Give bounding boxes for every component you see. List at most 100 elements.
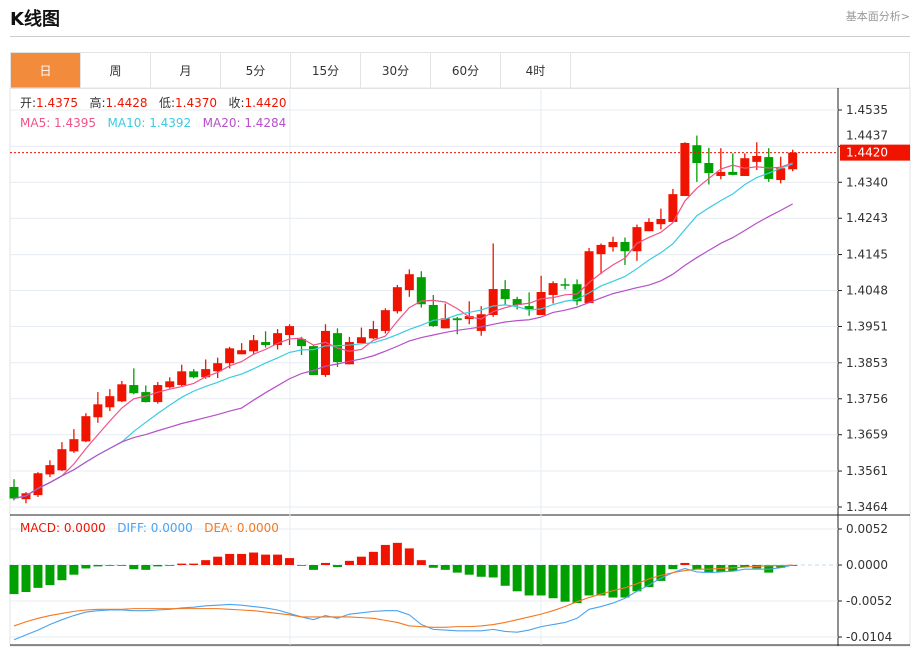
macd-bar <box>129 565 139 570</box>
candle-down <box>500 289 510 300</box>
chart-frame <box>9 87 911 647</box>
macd-bar <box>33 565 43 588</box>
ma20-line <box>13 203 793 500</box>
macd-bar <box>620 565 630 598</box>
macd-bar <box>668 565 678 570</box>
dea-line <box>13 564 793 628</box>
price-tick-label: 1.4243 <box>846 211 888 225</box>
price-tick-label: 1.4437 <box>846 129 888 143</box>
fundamental-analysis-link[interactable]: 基本面分析> <box>845 10 910 23</box>
ma5-legend: MA5: 1.4395 <box>20 116 97 130</box>
candle-up <box>93 404 103 418</box>
candle-up <box>225 348 235 364</box>
price-tick-label: 1.4535 <box>846 103 888 117</box>
candle-up <box>356 337 366 344</box>
macd-bar <box>584 565 594 596</box>
macd-bar <box>105 565 115 566</box>
macd-bar <box>297 565 307 566</box>
candle-up <box>752 155 762 162</box>
macd-bar <box>524 565 534 596</box>
tab-5[interactable]: 30分 <box>361 53 431 88</box>
candle-down <box>141 392 151 403</box>
macd-bar <box>225 553 235 565</box>
macd-bar <box>500 565 510 586</box>
macd-bar <box>452 565 462 573</box>
tab-0[interactable]: 日 <box>11 53 81 88</box>
candle-down <box>524 306 534 310</box>
high-label: 高: <box>89 96 106 110</box>
macd-bar <box>332 565 342 568</box>
candle-down <box>512 299 522 305</box>
macd-bar <box>117 565 127 566</box>
candle-up <box>249 340 259 352</box>
price-tick-label: 1.4145 <box>846 248 888 262</box>
macd-bar <box>572 565 582 604</box>
macd-bar <box>9 565 19 595</box>
candle-down <box>452 318 462 321</box>
ma-legend: MA5: 1.4395 MA10: 1.4392 MA20: 1.4284 <box>20 116 286 130</box>
macd-tick-label: -0.0052 <box>846 594 892 608</box>
candle-up <box>440 318 450 329</box>
candle-up <box>548 283 558 295</box>
macd-bar <box>380 544 390 565</box>
dea-value: DEA: 0.0000 <box>204 521 279 535</box>
candle-down <box>189 371 199 378</box>
ma5-line <box>13 162 793 500</box>
candle-down <box>309 346 318 376</box>
candle-up <box>320 330 330 376</box>
macd-bar <box>320 562 330 565</box>
macd-bar <box>536 565 546 596</box>
macd-bar <box>237 553 247 565</box>
macd-bar <box>141 565 151 570</box>
tab-6[interactable]: 60分 <box>431 53 501 88</box>
candle-up <box>81 416 91 442</box>
candle-up <box>117 384 127 402</box>
tab-7[interactable]: 4时 <box>501 53 571 88</box>
tab-4[interactable]: 15分 <box>291 53 361 88</box>
header-divider <box>10 36 910 37</box>
macd-bar <box>704 565 714 572</box>
price-tick-label: 1.3464 <box>846 500 888 514</box>
close-label: 收: <box>228 96 245 110</box>
macd-bar <box>428 565 438 568</box>
candle-up <box>45 465 55 475</box>
candle-up <box>273 333 283 346</box>
current-price-label: 1.4420 <box>846 146 888 160</box>
macd-bar <box>440 565 450 570</box>
candle-up <box>69 439 79 452</box>
price-tick-label: 1.3756 <box>846 392 888 406</box>
macd-bar <box>177 563 187 565</box>
candle-up <box>380 310 390 331</box>
macd-bar <box>740 565 750 568</box>
candle-up <box>656 218 666 225</box>
ma10-line <box>13 163 793 500</box>
low-label: 低: <box>159 96 176 110</box>
candle-down <box>692 145 702 164</box>
macd-tick-label: 0.0052 <box>846 522 888 536</box>
candle-up <box>105 396 115 408</box>
candle-down <box>728 171 738 175</box>
candle-up <box>368 329 378 339</box>
price-tick-label: 1.3853 <box>846 356 888 370</box>
ma10-legend: MA10: 1.4392 <box>107 116 192 130</box>
tab-2[interactable]: 月 <box>151 53 221 88</box>
macd-legend: MACD: 0.0000 DIFF: 0.0000 DEA: 0.0000 <box>20 521 279 535</box>
macd-bar <box>392 542 402 565</box>
candle-up <box>177 371 187 386</box>
macd-bar <box>261 554 271 565</box>
candle-up <box>788 152 798 170</box>
macd-bar <box>69 565 79 575</box>
macd-bar <box>476 565 486 577</box>
macd-bar <box>45 565 55 586</box>
open-value: 1.4375 <box>36 96 79 110</box>
close-value: 1.4420 <box>244 96 287 110</box>
macd-bar <box>153 565 163 567</box>
macd-value: MACD: 0.0000 <box>20 521 106 535</box>
macd-bar <box>273 554 283 565</box>
tab-1[interactable]: 周 <box>81 53 151 88</box>
macd-bar <box>632 565 642 592</box>
tab-3[interactable]: 5分 <box>221 53 291 88</box>
macd-tick-label: -0.0104 <box>846 630 892 644</box>
macd-bar <box>416 560 426 565</box>
